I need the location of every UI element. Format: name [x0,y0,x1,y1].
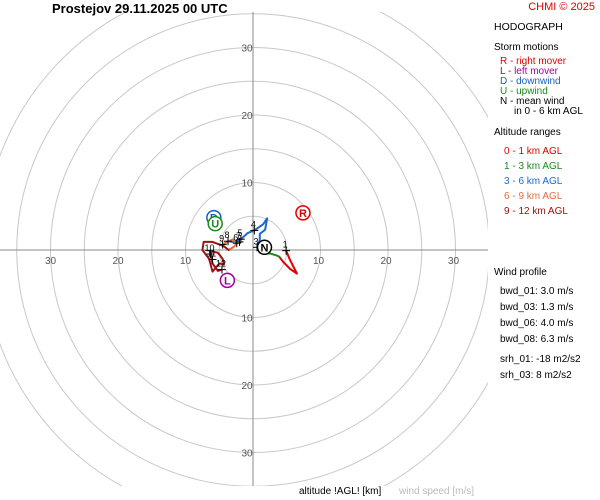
tick-label-left-10: 10 [180,256,192,267]
alt-list-item: 3 - 6 km AGL [504,176,563,187]
hodograph-title: HODOGRAPH [494,21,563,33]
alt-list-item: 6 - 9 km AGL [504,191,563,202]
height-label-6: 6 [233,232,238,242]
tick-label-down-20: 20 [241,381,253,392]
wind-profile-item: bwd_06: 4.0 m/s [500,318,574,329]
tick-label-right-10: 10 [313,256,325,267]
trace-6_9kmAGL [221,238,238,251]
tick-label-left-20: 20 [112,256,124,267]
height-label-12: 12 [216,259,226,269]
altitude-axis-label: altitude !AGL! [km] [299,486,382,497]
tick-label-down-30: 30 [241,449,253,460]
alt-list-item: 9 - 12 km AGL [504,206,568,217]
height-label-11: 11 [207,248,216,258]
tick-label-up-20: 20 [241,111,253,122]
wind-profile-item: bwd_01: 3.0 m/s [500,286,574,297]
marker-N: N [260,242,268,254]
wind-profile-item: bwd_08: 6.3 m/s [500,334,574,345]
tick-label-down-10: 10 [241,314,253,325]
wind-profile-item: srh_03: 8 m2/s2 [500,370,572,381]
tick-label-up-30: 30 [241,44,253,55]
storm-list-item: N - mean wind [500,96,565,107]
alt-list-item: 0 - 1 km AGL [504,146,563,157]
wind-profile-item: bwd_03: 1.3 m/s [500,302,574,313]
marker-U: U [211,219,219,231]
altitude-ranges-title: Altitude ranges [494,127,561,138]
tick-label-right-20: 20 [380,256,392,267]
marker-R: R [299,208,307,220]
height-label-8: 8 [225,230,230,240]
storm-list-item: in 0 - 6 km AGL [514,106,583,117]
storm-motion-markers: RLDUN [206,205,311,289]
copyright-text: CHMI © 2025 [528,1,595,13]
alt-list-item: 1 - 3 km AGL [504,161,563,172]
hodograph-grid [0,12,488,486]
wind-profile-title: Wind profile [494,267,547,278]
height-label-5: 5 [237,228,242,238]
height-label-7: 7 [236,231,241,241]
tick-label-right-30: 30 [448,256,460,267]
wind-speed-axis-label: wind speed [m/s] [399,486,475,497]
marker-U-circle [207,215,223,232]
storm-list-item: L - left mover [500,66,558,77]
marker-L: L [224,275,231,287]
chart-title: Prostejov 29.11.2025 00 UTC [52,1,228,16]
tick-label-up-10: 10 [241,179,253,190]
tick-labels: 10 10 10 10 20 20 20 20 30 30 30 30 [45,44,460,460]
storm-list-item: U - upwind [500,86,548,97]
marker-L-circle [219,272,236,289]
storm-motions-title: Storm motions [494,42,559,53]
storm-list-item: D - downwind [500,76,561,87]
wind-profile-item: srh_01: -18 m2/s2 [500,354,581,365]
height-label-4: 4 [251,219,256,229]
trace-0_1kmAGL [278,249,298,275]
trace-3_6kmAGL [227,217,269,249]
marker-R-circle [295,205,311,221]
height-label-10: 10 [204,243,214,253]
tick-label-left-30: 30 [45,256,57,267]
height-label-3: 3 [254,236,259,246]
height-label-1: 1 [283,240,288,250]
storm-list-item: R - right mover [500,56,567,67]
height-label-9: 9 [219,234,224,244]
marker-N-circle [256,239,273,256]
